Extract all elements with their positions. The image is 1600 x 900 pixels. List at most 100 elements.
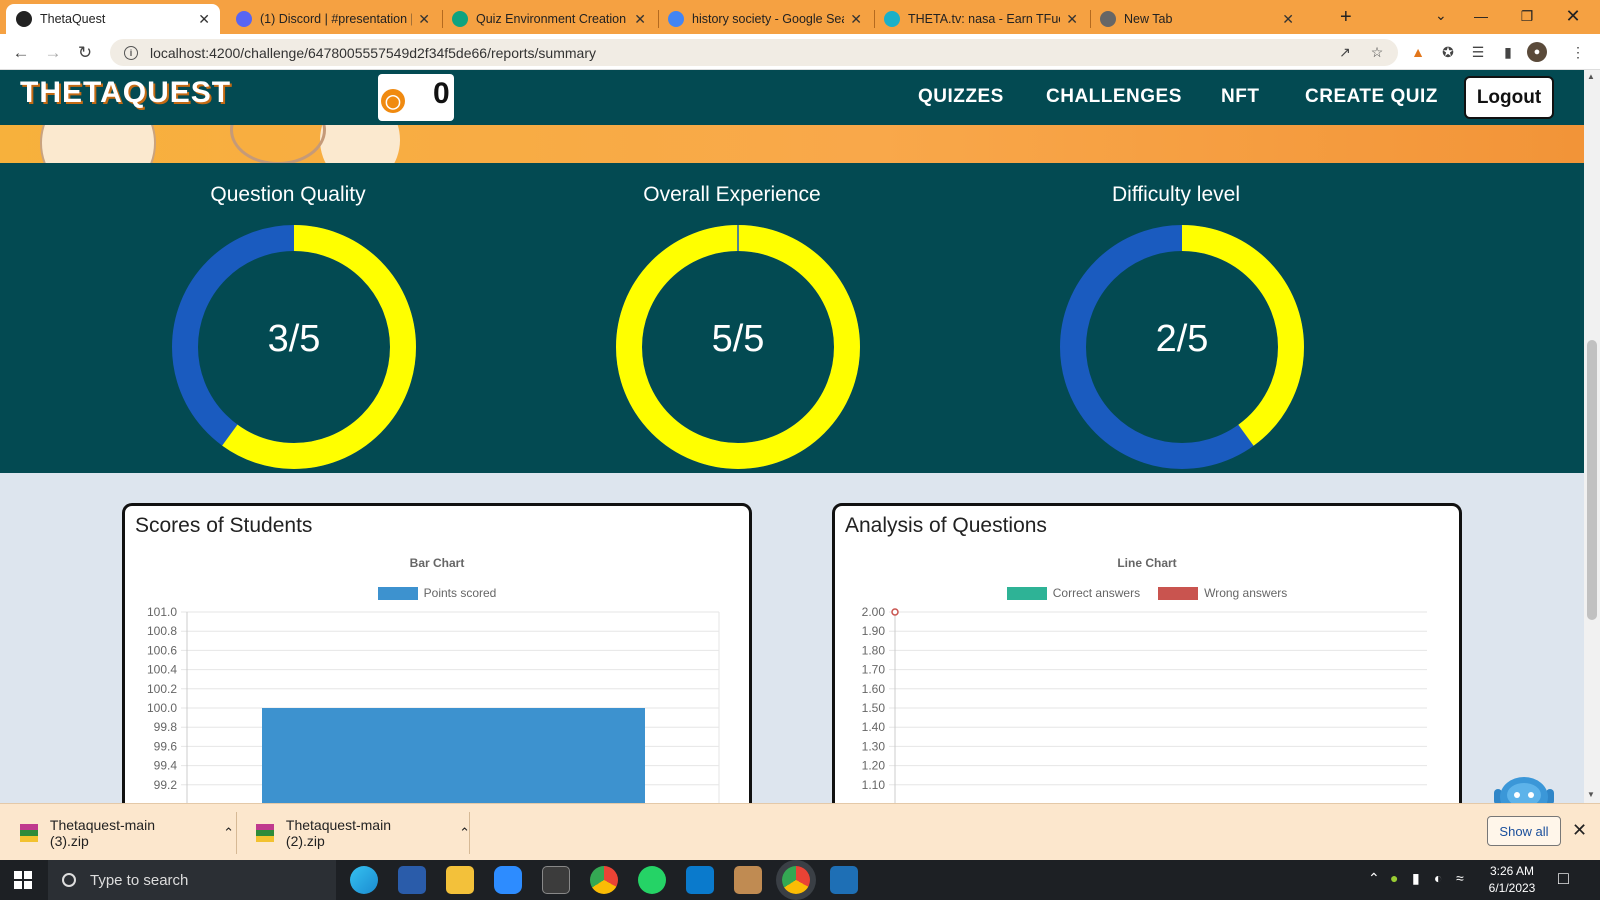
clock-date: 6/1/2023: [1488, 881, 1536, 895]
minimize-window-button[interactable]: —: [1474, 8, 1488, 24]
taskbar-search-box[interactable]: Type to search: [48, 860, 336, 900]
profile-avatar-icon[interactable]: ●: [1527, 42, 1547, 62]
download-item[interactable]: Thetaquest-main (3).zip ⌃: [0, 804, 234, 861]
browser-menu-icon[interactable]: ⋮: [1571, 43, 1585, 60]
site-logo[interactable]: THETAQUEST: [20, 76, 232, 109]
legend-item-points-scored[interactable]: Points scored: [377, 586, 496, 600]
chrome-icon[interactable]: [590, 866, 618, 894]
banner-decoration: [320, 125, 400, 163]
y-tick-label: 99.8: [154, 720, 178, 734]
restore-window-button[interactable]: ❐: [1520, 7, 1534, 24]
notifications-icon[interactable]: □: [1558, 868, 1569, 888]
metamask-fox-icon[interactable]: ▲: [1411, 44, 1425, 60]
browser-tab[interactable]: Quiz Environment Creation ✕: [442, 4, 656, 34]
close-tab-icon[interactable]: ✕: [418, 10, 430, 27]
windows-start-icon[interactable]: [14, 871, 32, 889]
y-tick-label: 100.8: [147, 624, 177, 638]
show-all-downloads-button[interactable]: Show all: [1487, 816, 1561, 846]
browser-tab[interactable]: ThetaQuest ✕: [6, 4, 220, 34]
forward-icon[interactable]: →: [44, 43, 62, 62]
y-tick-label: 1.60: [862, 682, 886, 696]
terminal-icon[interactable]: [542, 866, 570, 894]
logout-button[interactable]: Logout: [1464, 76, 1554, 119]
meet-now-icon[interactable]: ◐: [1434, 870, 1443, 886]
tab-separator: [658, 10, 659, 28]
browser-tab[interactable]: THETA.tv: nasa - Earn TFuel an ✕: [874, 4, 1088, 34]
taskbar-clock[interactable]: 3:26 AM 6/1/2023: [1478, 863, 1546, 897]
bar-points-scored: [262, 708, 645, 803]
browser-tab[interactable]: history society - Google Searc ✕: [658, 4, 872, 34]
share-icon[interactable]: ↗: [1339, 43, 1351, 60]
y-tick-label: 1.40: [862, 720, 886, 734]
close-tab-icon[interactable]: ✕: [198, 10, 210, 27]
tab-search-chevron-icon[interactable]: ⌄: [1435, 7, 1447, 23]
legend-item-correct-answers[interactable]: Correct answers: [1006, 586, 1141, 600]
browser-tab[interactable]: (1) Discord | #presentation | T ✕: [226, 4, 440, 34]
tab-title: Quiz Environment Creation: [476, 12, 627, 26]
photos-app-icon[interactable]: [830, 866, 858, 894]
donut-score-arc: [172, 225, 416, 469]
banner-decoration: [230, 125, 326, 163]
nav-challenges[interactable]: CHALLENGES: [1046, 86, 1182, 107]
y-tick-label: 101.0: [147, 606, 177, 619]
theta-icon: [884, 11, 900, 27]
tfuel-coin-icon: ◯: [381, 89, 405, 113]
close-tab-icon[interactable]: ✕: [634, 10, 646, 27]
search-icon: [62, 873, 76, 887]
coin-count: 0: [433, 77, 450, 110]
y-tick-label: 99.2: [154, 778, 178, 792]
back-icon[interactable]: ←: [12, 43, 30, 62]
tray-chevron-up-icon[interactable]: ⌃: [1368, 870, 1380, 886]
coin-balance: ◯ 0: [378, 74, 454, 121]
chatbot-icon[interactable]: [1492, 773, 1556, 803]
legend-swatch: [1158, 586, 1199, 600]
close-tab-icon[interactable]: ✕: [1282, 10, 1294, 27]
new-tab-button[interactable]: +: [1340, 6, 1352, 28]
reload-icon[interactable]: ↻: [77, 43, 93, 62]
bookmark-star-icon[interactable]: ☆: [1370, 43, 1384, 60]
package-app-icon[interactable]: [734, 866, 762, 894]
nav-quizzes[interactable]: QUIZZES: [918, 86, 1004, 107]
address-bar[interactable]: i localhost:4200/challenge/6478005557549…: [110, 39, 1398, 66]
tray-app-icon[interactable]: ●: [1390, 870, 1399, 886]
nav-create-quiz[interactable]: CREATE QUIZ: [1305, 86, 1438, 107]
extensions-puzzle-icon[interactable]: ✪: [1442, 43, 1454, 60]
legend-item-wrong-answers[interactable]: Wrong answers: [1158, 586, 1287, 600]
edge-browser-icon[interactable]: [350, 866, 378, 894]
legend-label: Correct answers: [1052, 586, 1141, 600]
chrome-active-icon[interactable]: [782, 866, 810, 894]
media-control-icon[interactable]: ☰: [1471, 43, 1485, 60]
battery-icon[interactable]: ▮: [1412, 870, 1420, 886]
site-info-icon[interactable]: i: [124, 45, 138, 60]
line-point-wrong-answers: [891, 608, 899, 616]
y-tick-label: 1.80: [862, 643, 886, 657]
close-tab-icon[interactable]: ✕: [1066, 10, 1078, 27]
microsoft-store-icon[interactable]: [398, 866, 426, 894]
y-tick-label: 1.90: [862, 624, 886, 638]
chevron-up-icon[interactable]: ⌃: [223, 824, 234, 840]
vscode-icon[interactable]: [686, 866, 714, 894]
zoom-icon[interactable]: [494, 866, 522, 894]
legend-swatch: [1006, 586, 1047, 600]
whatsapp-icon[interactable]: [638, 866, 666, 894]
banner-decoration: [40, 125, 156, 163]
download-item[interactable]: Thetaquest-main (2).zip ⌃: [236, 804, 470, 861]
winrar-archive-icon: [256, 823, 274, 842]
close-window-button[interactable]: ✕: [1565, 5, 1581, 26]
donut-overall-experience: [616, 225, 860, 469]
scrollbar-thumb[interactable]: [1587, 340, 1597, 620]
page-scrollbar[interactable]: ▲ ▼: [1584, 70, 1600, 803]
side-panel-icon[interactable]: ▮: [1504, 43, 1512, 60]
browser-tab[interactable]: New Tab ✕: [1090, 4, 1304, 34]
tab-title: THETA.tv: nasa - Earn TFuel an: [908, 12, 1060, 26]
file-explorer-icon[interactable]: [446, 866, 474, 894]
rating-title-question-quality: Question Quality: [210, 183, 366, 206]
wifi-icon[interactable]: ≈: [1456, 870, 1464, 886]
close-tab-icon[interactable]: ✕: [850, 10, 862, 27]
chevron-up-icon[interactable]: ⌃: [459, 824, 470, 840]
y-tick-label: 2.00: [862, 606, 886, 619]
openai-icon: [452, 11, 468, 27]
close-downloads-bar-icon[interactable]: ✕: [1572, 820, 1588, 840]
line-chart-title: Line Chart: [1117, 556, 1177, 570]
nav-nft[interactable]: NFT: [1221, 86, 1260, 107]
